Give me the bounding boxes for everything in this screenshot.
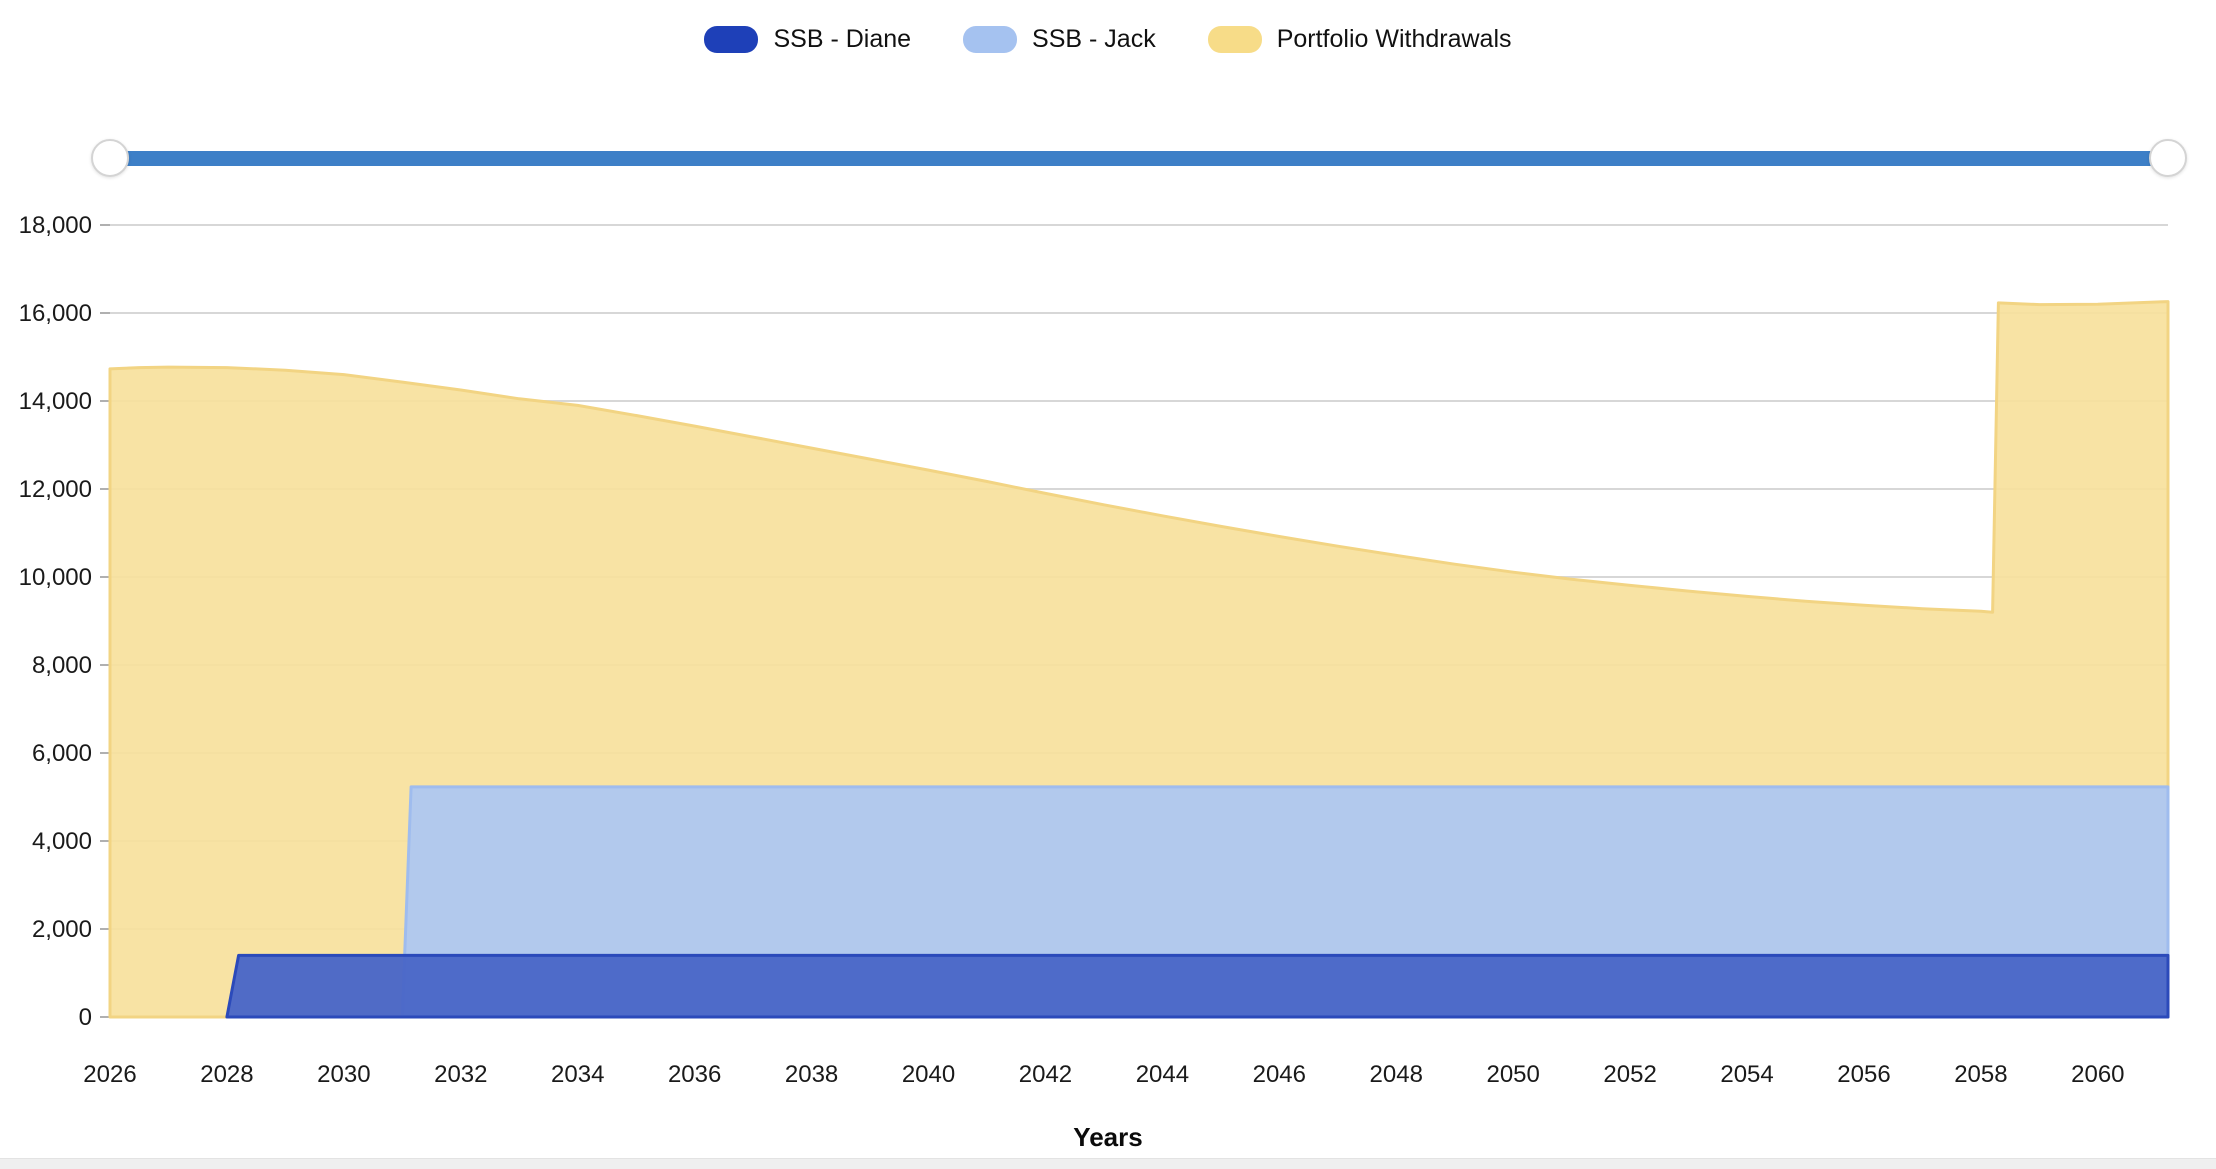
legend-label: SSB - Diane — [773, 24, 912, 53]
ytick-label-2000: 2,000 — [32, 916, 92, 943]
xtick-label-2058: 2058 — [1954, 1061, 2007, 1088]
slider-track[interactable] — [110, 151, 2168, 166]
xtick-label-2060: 2060 — [2071, 1061, 2124, 1088]
xtick-label-2056: 2056 — [1837, 1061, 1890, 1088]
x-axis-title: Years — [1073, 1122, 1143, 1152]
ytick-label-14000: 14,000 — [19, 388, 92, 415]
legend-swatch-ssb-diane — [704, 25, 759, 53]
year-range-slider — [0, 139, 2216, 179]
ytick-label-10000: 10,000 — [19, 564, 92, 591]
xtick-label-2028: 2028 — [200, 1061, 253, 1088]
xtick-label-2032: 2032 — [434, 1061, 487, 1088]
xtick-label-2040: 2040 — [902, 1061, 955, 1088]
xtick-label-2052: 2052 — [1603, 1061, 1656, 1088]
slider-handle-right[interactable] — [2149, 139, 2187, 177]
legend-item-portfolio-withdrawals[interactable]: Portfolio Withdrawals — [1207, 24, 1512, 54]
legend-swatch-ssb-jack — [963, 25, 1018, 53]
xtick-label-2036: 2036 — [668, 1061, 721, 1088]
slider-handle-left[interactable] — [91, 139, 129, 177]
ytick-label-0: 0 — [79, 1004, 92, 1031]
xtick-label-2042: 2042 — [1019, 1061, 1072, 1088]
legend-swatch-portfolio-withdrawals — [1207, 25, 1262, 53]
xtick-label-2034: 2034 — [551, 1061, 604, 1088]
legend-item-ssb-jack[interactable]: SSB - Jack — [963, 25, 1156, 54]
ytick-label-6000: 6,000 — [32, 740, 92, 767]
legend-item-ssb-diane[interactable]: SSB - Diane — [704, 25, 911, 54]
xtick-label-2038: 2038 — [785, 1061, 838, 1088]
xtick-label-2048: 2048 — [1370, 1061, 1423, 1088]
ytick-label-4000: 4,000 — [32, 828, 92, 855]
ytick-label-12000: 12,000 — [19, 476, 92, 503]
ytick-label-8000: 8,000 — [32, 652, 92, 679]
bottom-page-strip — [0, 1158, 2216, 1169]
xtick-label-2054: 2054 — [1720, 1061, 1773, 1088]
area-series-ssb-diane — [225, 953, 2170, 1019]
xtick-label-2050: 2050 — [1486, 1061, 1539, 1088]
legend-label: SSB - Jack — [1032, 24, 1156, 53]
legend-label: Portfolio Withdrawals — [1276, 24, 1512, 53]
xtick-label-2046: 2046 — [1253, 1061, 1306, 1088]
xtick-label-2044: 2044 — [1136, 1061, 1189, 1088]
chart-legend: SSB - Diane SSB - Jack Portfolio Withdrawa… — [0, 16, 2216, 62]
xtick-label-2026: 2026 — [83, 1061, 136, 1088]
xtick-label-2030: 2030 — [317, 1061, 370, 1088]
ytick-label-18000: 18,000 — [19, 212, 92, 239]
ytick-label-16000: 16,000 — [19, 300, 92, 327]
